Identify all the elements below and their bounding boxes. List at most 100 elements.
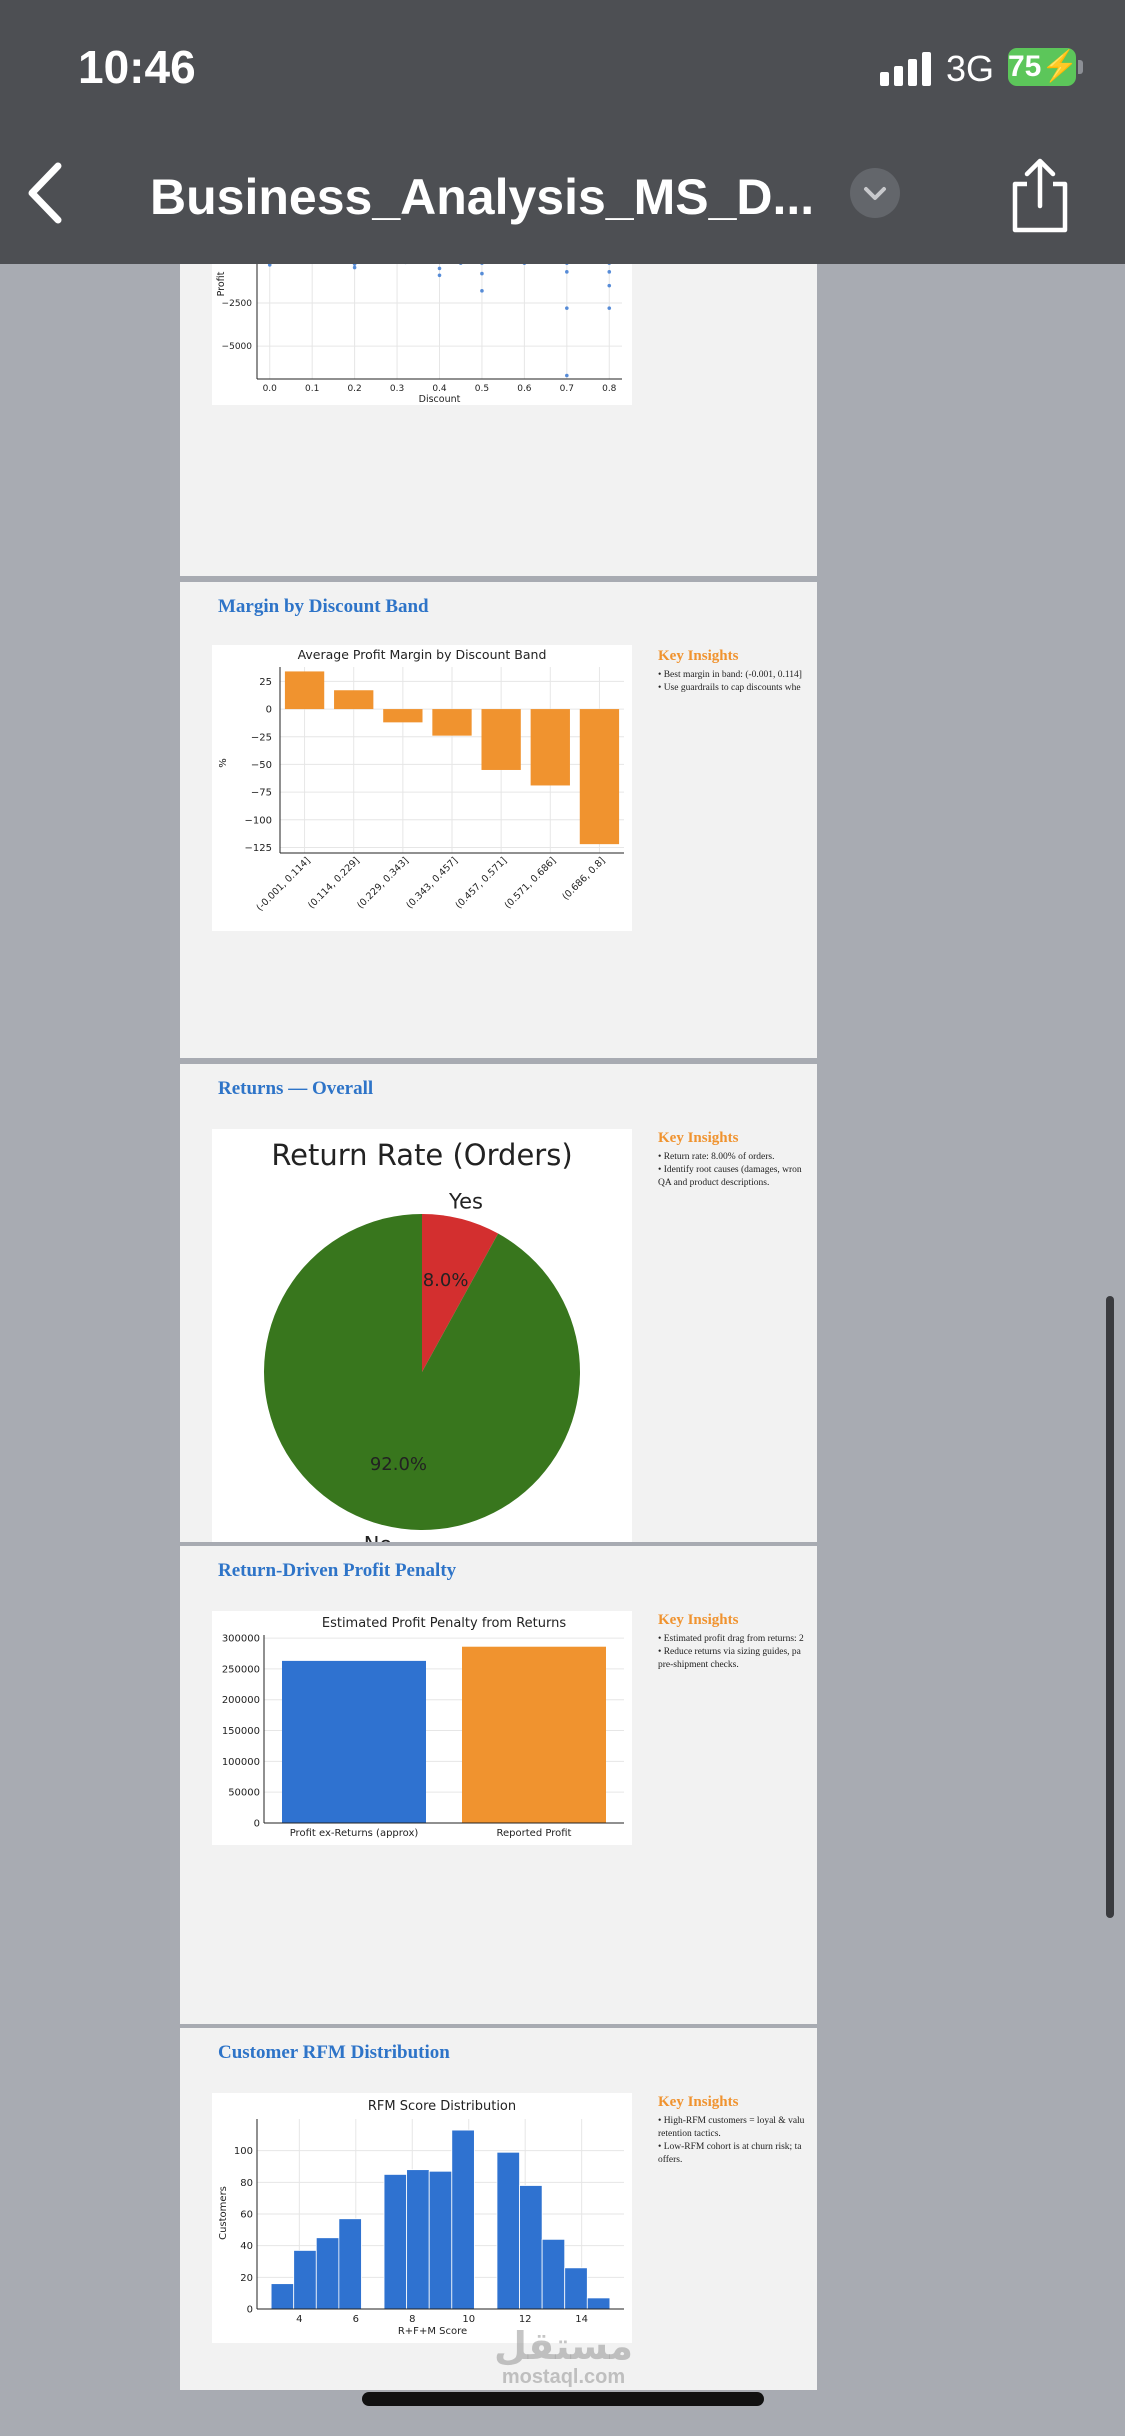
data-point: [607, 270, 612, 274]
bar-chart: (-0.001, 0.114](0.114, 0.229](0.229, 0.3…: [218, 647, 624, 914]
chart-profit-vs-discount: 0 −2500 −5000 0.0 0.1 0.2 0.3 0.4 0.5 0.6 0.7 0.8 Di…: [212, 239, 632, 405]
bar-chart: Profit ex-Returns (approx) Reported Profi…: [222, 1616, 624, 1839]
title-menu-button[interactable]: [850, 168, 900, 218]
x-tick-label: (0.343, 0.457]: [404, 855, 460, 911]
y-tick-label: −125: [245, 843, 272, 854]
data-point: [437, 266, 442, 271]
insight-line: • Return rate: 8.00% of orders.: [658, 1152, 775, 1162]
y-tick-label: 60: [240, 2210, 253, 2221]
slice-percent-label: 92.0%: [370, 1454, 427, 1475]
histogram-bar: [383, 2174, 408, 2310]
chart-profit-penalty: Profit ex-Returns (approx) Reported Profi…: [212, 1611, 632, 1845]
status-time: 10:46: [78, 41, 196, 93]
histogram-bar: [293, 2250, 317, 2310]
data-point: [565, 373, 569, 378]
insight-line: pre-shipment checks.: [658, 1660, 739, 1670]
battery-tip: [1078, 60, 1083, 74]
signal-icon: [880, 52, 934, 86]
bar: [383, 709, 423, 723]
slide-return-profit-penalty: Return-Driven Profit Penalty Profit ex-R…: [180, 1546, 817, 2024]
share-icon[interactable]: [1005, 156, 1075, 236]
y-tick-label: 100000: [222, 1757, 260, 1768]
y-tick-label: 40: [240, 2241, 253, 2252]
section-title: Margin by Discount Band: [218, 596, 429, 617]
watermark-arabic: مستقل: [494, 2324, 633, 2368]
x-tick-label: (0.114, 0.229]: [306, 855, 362, 911]
data-point: [480, 271, 484, 276]
y-tick-label: 0: [246, 264, 252, 266]
bar: [530, 709, 570, 786]
x-tick-label: 10: [462, 2314, 475, 2325]
chart-rfm-distribution: 0 20 40 60 80 100 4 6 8 10 12 14 R+F+M Score Customer…: [212, 2093, 632, 2343]
watermark: مستقل mostaql.com: [494, 2326, 633, 2388]
document-title: Business_Analysis_MS_D...: [150, 169, 815, 225]
section-title: Return-Driven Profit Penalty: [218, 1560, 457, 1581]
battery-level: 75: [1008, 50, 1042, 83]
x-tick-label: Profit ex-Returns (approx): [290, 1828, 419, 1839]
y-tick-label: 25: [259, 677, 272, 688]
insights-heading: Key Insights: [658, 2094, 739, 2110]
data-point: [607, 306, 612, 310]
scrollbar[interactable]: [1106, 1296, 1114, 1918]
insight-line: • Identify root causes (damages, wron: [658, 1165, 802, 1175]
pie-chart: 8.0% Yes 92.0% No Return Rate (Orders): [264, 1138, 580, 1542]
histogram-bar: [338, 2218, 362, 2310]
y-axis-label: Customers: [218, 2186, 229, 2240]
data-point: [607, 261, 612, 265]
x-tick-label: 14: [575, 2314, 588, 2325]
y-tick-label: 250000: [222, 1664, 260, 1675]
data-point: [607, 283, 612, 288]
x-tick-label: 6: [353, 2314, 359, 2325]
y-tick-label: −2500: [222, 299, 253, 309]
insight-line: • Estimated profit drag from returns: 2: [658, 1634, 804, 1644]
data-point: [267, 263, 272, 267]
insight-line: QA and product descriptions.: [658, 1178, 770, 1188]
histogram: 0 20 40 60 80 100 4 6 8 10 12 14 R+F+M Score Customer…: [218, 2099, 624, 2337]
histogram-bar: [541, 2238, 566, 2310]
slide-customer-rfm: Customer RFM Distribution 0 20 40 60 80 100 4 6…: [180, 2028, 817, 2390]
y-tick-label: 80: [240, 2178, 253, 2189]
key-insights: Key Insights • Return rate: 8.00% of ord…: [658, 1130, 817, 1190]
x-tick-label: 0.0: [263, 384, 278, 394]
y-tick-label: −75: [251, 788, 272, 799]
y-tick-label: 50000: [228, 1788, 260, 1799]
slice-percent-label: 8.0%: [423, 1270, 469, 1291]
insights-heading: Key Insights: [658, 1612, 739, 1628]
data-point: [565, 306, 569, 310]
x-tick-label: Reported Profit: [497, 1828, 572, 1839]
y-tick-label: −25: [251, 732, 272, 743]
bar: [284, 671, 325, 710]
chart-title: Average Profit Margin by Discount Band: [298, 647, 547, 662]
x-tick-label: 4: [296, 2314, 302, 2325]
section-title: Customer RFM Distribution: [218, 2042, 450, 2063]
data-point: [352, 262, 357, 266]
network-type: 3G: [946, 48, 995, 89]
chart-margin-by-band: (-0.001, 0.114] (0.114, 0.229] (0.229, 0.3…: [212, 645, 632, 931]
x-axis-label: Discount: [419, 394, 461, 405]
chart-title: RFM Score Distribution: [368, 2099, 516, 2114]
histogram-bar: [428, 2170, 453, 2310]
y-tick-label: −50: [251, 760, 272, 771]
histogram-bar: [519, 2185, 543, 2310]
pie-slice: [422, 1214, 499, 1372]
key-insights: Key Insights • Estimated profit drag fro…: [658, 1612, 817, 1672]
home-indicator[interactable]: [362, 2392, 764, 2406]
y-tick-label: 200000: [222, 1695, 260, 1706]
pie-slice: [264, 1214, 580, 1530]
data-point: [352, 265, 357, 270]
y-tick-label: −5000: [222, 342, 253, 352]
slice-label: No: [364, 1532, 393, 1542]
data-point: [480, 261, 484, 265]
bar: [432, 709, 472, 736]
back-icon[interactable]: [22, 158, 72, 228]
bar: [481, 709, 521, 770]
y-tick-label: 300000: [222, 1634, 260, 1645]
slide-profit-vs-discount: 0 −2500 −5000 0.0 0.1 0.2 0.3 0.4 0.5 0.6 0.7 0.8 Di…: [180, 239, 817, 576]
x-tick-label: 0.8: [602, 384, 617, 394]
bar: [282, 1660, 426, 1823]
y-tick-label: 20: [240, 2273, 253, 2284]
x-axis-label: R+F+M Score: [398, 2326, 467, 2337]
histogram-bar: [564, 2267, 588, 2310]
x-tick-label: 0.6: [517, 384, 532, 394]
y-tick-label: 0: [247, 2305, 253, 2316]
